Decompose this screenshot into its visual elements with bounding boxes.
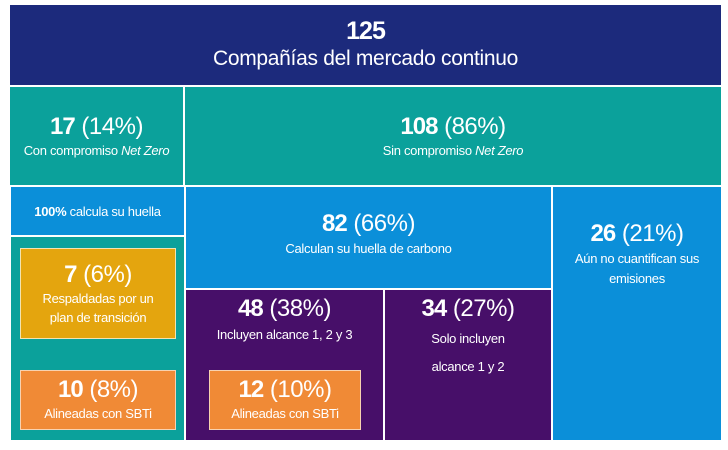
no-net-zero-value: 108 xyxy=(400,113,438,140)
total-value: 125 xyxy=(346,17,386,45)
no-net-zero-block: 108 (86%) Sin compromiso Net Zero xyxy=(185,87,721,185)
all-calculate-value: 100% xyxy=(34,203,67,219)
transition-plan-pct: (6%) xyxy=(83,260,132,288)
all-calculate-label: calcula su huella xyxy=(66,203,161,219)
net-zero-block: 17 (14%) Con compromiso Net Zero xyxy=(10,87,183,185)
sbti-netzero-label: Alineadas con SBTi xyxy=(44,406,152,421)
transition-plan-label-1: Respaldadas por un xyxy=(42,290,154,306)
sbti-netzero-value: 10 xyxy=(57,376,84,403)
calculate-footprint-block: 82 (66%) Calculan su huella de carbono xyxy=(186,187,551,288)
sbti-scope-pct: (10%) xyxy=(269,376,332,403)
net-zero-label-em: Net Zero xyxy=(121,143,170,158)
net-zero-pct: (14%) xyxy=(81,113,143,140)
calculate-footprint-value: 82 xyxy=(322,210,348,237)
calculate-footprint-label: Calculan su huella de carbono xyxy=(285,241,452,256)
scope-123-pct: (38%) xyxy=(269,295,331,322)
no-net-zero-pct: (86%) xyxy=(444,113,506,140)
net-zero-value: 17 xyxy=(50,113,76,140)
no-net-zero-label-em: Net Zero xyxy=(475,143,524,158)
transition-plan-value: 7 xyxy=(64,260,77,288)
sbti-scope-block: 12 (10%) Alineadas con SBTi xyxy=(209,370,361,430)
scope-12-block: 34 (27%) Solo incluyen alcance 1 y 2 xyxy=(385,290,551,440)
not-quantify-label-1: Aún no cuantifican sus xyxy=(574,251,700,266)
sbti-scope-label: Alineadas con SBTi xyxy=(231,406,339,421)
sbti-scope-value: 12 xyxy=(238,376,265,403)
scope-12-label-2: alcance 1 y 2 xyxy=(431,359,505,374)
calculate-footprint-pct: (66%) xyxy=(353,210,415,237)
not-quantify-block: 26 (21%) Aún no cuantifican sus emisione… xyxy=(553,187,721,440)
no-net-zero-label: Sin compromiso xyxy=(382,143,476,158)
scope-12-label-1: Solo incluyen xyxy=(431,331,505,346)
scope-12-pct: (27%) xyxy=(452,295,515,322)
scope-12-value: 34 xyxy=(421,295,448,322)
transition-plan-block: 7 (6%) Respaldadas por un plan de transi… xyxy=(20,248,176,339)
not-quantify-pct: (21%) xyxy=(621,220,684,247)
sbti-netzero-block: 10 (8%) Alineadas con SBTi xyxy=(20,370,176,430)
scope-123-value: 48 xyxy=(238,295,264,322)
transition-plan-label-2: plan de transición xyxy=(49,309,147,325)
scope-123-label: Incluyen alcance 1, 2 y 3 xyxy=(216,327,353,342)
net-zero-label: Con compromiso xyxy=(23,143,122,158)
not-quantify-value: 26 xyxy=(590,220,617,247)
not-quantify-label-2: emisiones xyxy=(609,271,665,286)
total-label: Compañías del mercado continuo xyxy=(212,47,519,70)
sbti-netzero-pct: (8%) xyxy=(89,376,139,403)
all-calculate-block: 100% calcula su huella xyxy=(11,187,184,235)
total-companies-block: 125 Compañías del mercado continuo xyxy=(10,5,721,85)
